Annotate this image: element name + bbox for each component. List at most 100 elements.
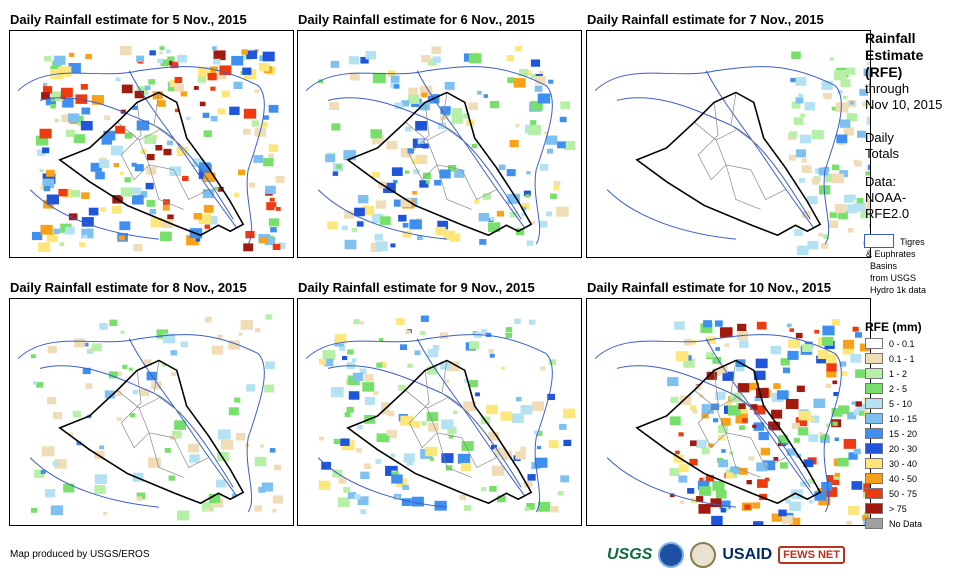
rain-cell (796, 385, 805, 393)
rain-cell (675, 450, 680, 455)
rain-cell (180, 91, 187, 97)
rainfall-map-3 (586, 30, 871, 258)
rain-cell (386, 429, 397, 439)
rain-cell (120, 330, 125, 334)
rain-cell (832, 421, 838, 426)
rain-cell (31, 507, 38, 513)
rain-cell (426, 366, 438, 375)
province-boundary (436, 432, 472, 478)
rain-cell (254, 89, 260, 94)
rain-cell (399, 344, 408, 350)
rain-cell (381, 402, 390, 409)
rain-cell (749, 382, 760, 391)
rain-cell (439, 332, 449, 339)
rain-cell (525, 70, 532, 76)
rain-cell (801, 158, 807, 163)
rain-cell (820, 243, 829, 249)
rain-cell (203, 204, 214, 213)
rain-cell (429, 457, 434, 461)
rain-cell (149, 209, 157, 215)
usaid-logo: USAID (722, 546, 773, 563)
rain-cell (398, 384, 406, 391)
rain-cell (431, 46, 442, 55)
rain-cell (380, 216, 391, 225)
rain-cell (260, 444, 265, 448)
rain-cell (778, 509, 787, 517)
rain-cell (167, 214, 174, 220)
rain-cell (787, 339, 799, 348)
rain-cell (453, 410, 458, 415)
rain-cell (680, 500, 685, 504)
rain-cell (54, 118, 59, 122)
rain-cell (159, 51, 164, 55)
rain-cell (132, 105, 138, 110)
rain-cell (434, 500, 447, 511)
rain-cell (390, 75, 400, 83)
rain-cell (791, 101, 801, 109)
rain-cell (412, 190, 417, 195)
province-boundary (408, 154, 438, 181)
rain-cell (198, 214, 212, 225)
rain-cell (131, 195, 144, 205)
rain-cell (396, 318, 405, 325)
rain-cell (72, 410, 81, 418)
rain-cell (760, 447, 771, 456)
basin-line-2: & Euphrates (866, 249, 916, 259)
province-boundary (697, 154, 727, 181)
rain-cell (439, 169, 451, 179)
rain-cell (347, 349, 354, 355)
rain-cell (859, 343, 870, 352)
rain-cell (416, 235, 423, 241)
rain-cell (98, 159, 110, 168)
rain-cell (186, 235, 199, 246)
legend-label: 50 - 75 (889, 488, 918, 499)
rain-cells (318, 46, 575, 253)
legend-swatch (865, 413, 883, 424)
rain-cell (488, 348, 494, 354)
rain-cell (42, 173, 56, 184)
rain-cell (405, 330, 411, 335)
basin-boundary (17, 334, 265, 513)
rain-cell (213, 58, 221, 65)
rain-cell (228, 407, 239, 416)
province-boundary (698, 370, 719, 424)
rain-cell (30, 354, 36, 359)
rain-cell (268, 153, 274, 158)
rain-cell (758, 431, 769, 441)
rain-cell (463, 401, 477, 412)
rain-cell (427, 58, 437, 66)
rain-cell (854, 160, 862, 167)
rain-cell (53, 411, 63, 420)
rain-cell (372, 72, 386, 84)
rain-cell (42, 147, 50, 154)
rain-cell (469, 341, 480, 350)
legend-swatch (865, 398, 883, 409)
rain-cell (817, 350, 829, 359)
rain-cell (86, 348, 94, 354)
rain-cell (81, 192, 90, 200)
legend-label: 1 - 2 (889, 368, 908, 379)
rain-cell (489, 216, 495, 221)
rain-cell (169, 166, 182, 176)
rain-cell (413, 169, 420, 175)
rain-cell (401, 498, 412, 507)
rain-cell (684, 339, 693, 346)
rain-cell (277, 242, 286, 249)
rain-cell (318, 79, 324, 84)
rain-cell (837, 457, 849, 467)
rain-cell (818, 432, 824, 436)
rain-cell (359, 321, 365, 325)
rain-cell (204, 224, 211, 229)
rain-cell (263, 158, 274, 167)
rain-cell (210, 86, 216, 91)
rain-cell (138, 190, 148, 198)
rain-cell (238, 169, 246, 176)
rain-cell (58, 66, 72, 77)
rain-cell (705, 352, 713, 358)
rain-cell (270, 227, 277, 233)
rain-cell (771, 409, 783, 419)
rain-cell (419, 101, 430, 111)
rain-cell (427, 422, 439, 432)
rain-cell (478, 213, 490, 222)
rain-cell (831, 408, 843, 417)
